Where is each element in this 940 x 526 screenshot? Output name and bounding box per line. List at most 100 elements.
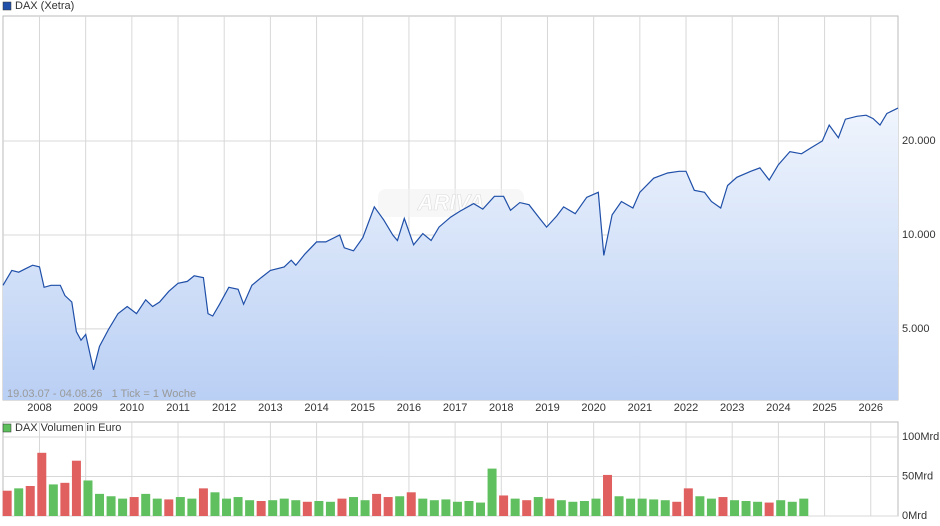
volume-bar (533, 497, 543, 516)
volume-bar (291, 500, 301, 516)
y-tick-label: 50Mrd (902, 470, 933, 482)
volume-bar (487, 468, 497, 516)
volume-bar (383, 497, 393, 516)
volume-bar (672, 501, 682, 516)
volume-bar (256, 500, 266, 516)
x-tick-label: 2009 (73, 402, 97, 414)
x-tick-label: 2023 (720, 402, 744, 414)
volume-bar (164, 499, 174, 516)
watermark: ARIVA (417, 190, 485, 215)
volume-bar (187, 498, 197, 516)
x-tick-label: 2022 (674, 402, 698, 414)
volume-bar (741, 500, 751, 516)
volume-bar (660, 500, 670, 516)
volume-bar (476, 502, 486, 516)
volume-bar (395, 496, 405, 516)
x-tick-label: 2024 (766, 402, 790, 414)
volume-bar (556, 500, 566, 516)
x-tick-label: 2017 (443, 402, 467, 414)
volume-bar (545, 498, 555, 516)
volume-bar (360, 500, 370, 516)
volume-bar (418, 498, 428, 516)
volume-bar (764, 502, 774, 516)
x-tick-label: 2018 (489, 402, 513, 414)
volume-bar (95, 493, 105, 516)
volume-bar (268, 500, 278, 516)
volume-bar (499, 495, 509, 516)
volume-bar (210, 492, 220, 516)
y-tick-label: 0Mrd (902, 510, 927, 522)
volume-bar (106, 496, 116, 516)
volume-bar (25, 485, 35, 516)
x-tick-label: 2008 (27, 402, 51, 414)
volume-bar (614, 496, 624, 516)
volume-bar (452, 501, 462, 516)
volume-bar (753, 501, 763, 516)
volume-bar (776, 500, 786, 516)
volume-bar (510, 498, 520, 516)
area (3, 108, 898, 400)
volume-bar (141, 493, 151, 516)
x-tick-label: 2016 (397, 402, 421, 414)
y-tick-label: 20.000 (902, 135, 936, 147)
x-tick-label: 2026 (859, 402, 883, 414)
volume-bar (372, 493, 382, 516)
volume-bar (799, 498, 809, 516)
volume-bar (683, 488, 693, 516)
x-tick-label: 2011 (166, 402, 190, 414)
volume-bar (429, 500, 439, 516)
volume-bar (591, 498, 601, 516)
volume-bar (337, 498, 347, 516)
price-line (2, 107, 899, 370)
volume-bar (626, 498, 636, 516)
volume-bar (129, 497, 139, 516)
x-tick-label: 2014 (304, 402, 328, 414)
volume-bar (48, 484, 58, 516)
volume-panel (2, 421, 899, 517)
volume-bar (603, 474, 613, 516)
volume-bar (60, 482, 70, 516)
volume-bar (695, 496, 705, 516)
volume-bar (2, 490, 12, 516)
volume-bar (706, 498, 716, 516)
volume-bar (464, 500, 474, 516)
volume-bar (718, 497, 728, 516)
volume-bar (579, 500, 589, 516)
volume-bar (37, 452, 47, 516)
x-tick-label: 2012 (212, 402, 236, 414)
x-tick-label: 2013 (258, 402, 282, 414)
volume-bar (325, 501, 335, 516)
x-tick-label: 2020 (581, 402, 605, 414)
volume-bar (222, 498, 232, 516)
volume-bar (349, 497, 359, 516)
volume-bar (314, 500, 324, 516)
volume-bar (14, 488, 24, 516)
x-tick-label: 2021 (628, 402, 652, 414)
volume-bar (406, 492, 416, 516)
volume-bar (522, 500, 532, 516)
x-tick-label: 2010 (120, 402, 144, 414)
legend-label: DAX Volumen in Euro (15, 422, 121, 434)
volume-bar (279, 498, 289, 516)
legend-swatch (2, 423, 12, 433)
volume-bar (441, 499, 451, 516)
x-tick-label: 2025 (812, 402, 836, 414)
volume-bar (302, 501, 312, 516)
volume-bar (649, 499, 659, 516)
volume-bar (233, 497, 243, 516)
volume-bar (198, 488, 208, 516)
volume-bar (71, 460, 81, 516)
y-tick-label: 5.000 (902, 323, 930, 335)
volume-bar (118, 498, 128, 516)
legend-swatch (2, 1, 12, 11)
volume-bar (175, 497, 185, 516)
annotation: 19.03.07 - 04.08.26 1 Tick = 1 Woche (7, 388, 196, 400)
y-tick-label: 100Mrd (902, 431, 939, 443)
x-tick-label: 2015 (351, 402, 375, 414)
x-tick-label: 2019 (535, 402, 559, 414)
volume-bar (637, 498, 647, 516)
volume-bar (787, 501, 797, 516)
legend-label: DAX (Xetra) (15, 0, 74, 12)
volume-bar (245, 500, 255, 516)
